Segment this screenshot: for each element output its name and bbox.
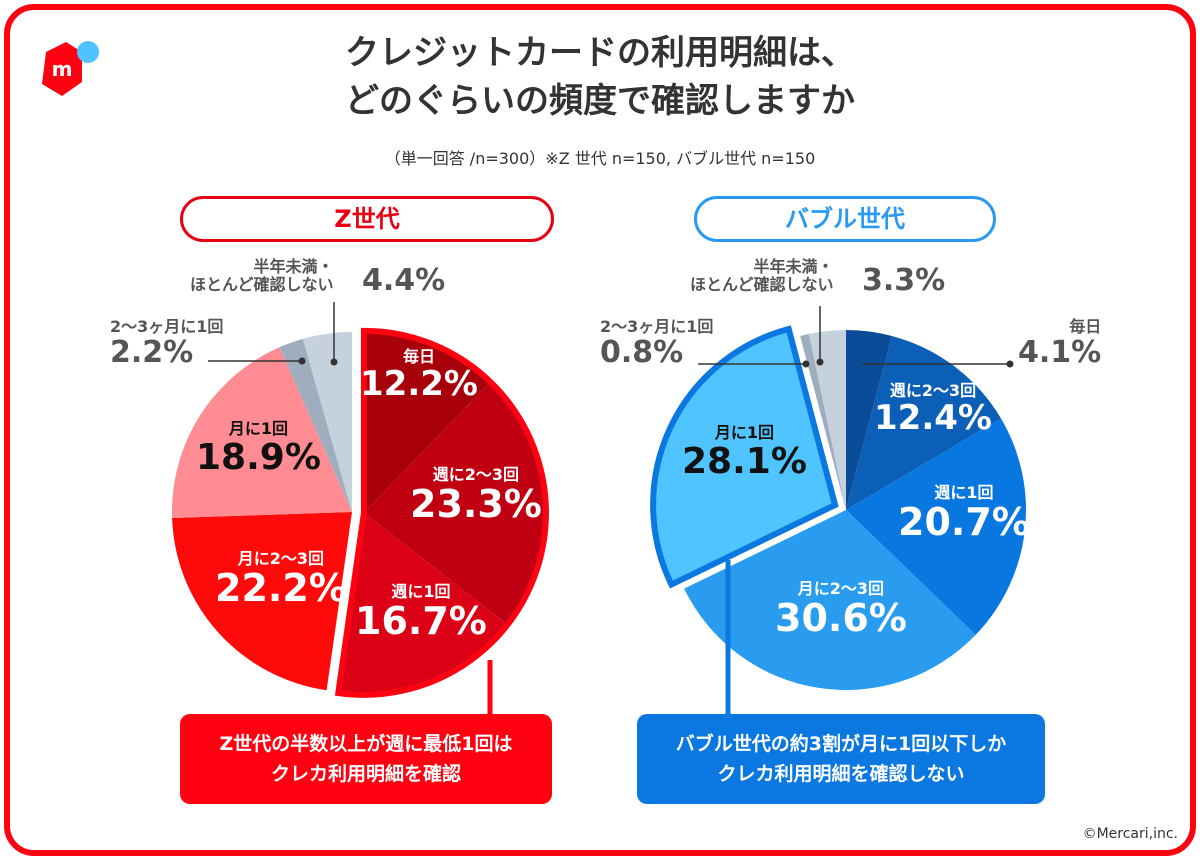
z-label-week1: 週に1回 16.7% [355, 582, 487, 643]
bubble-callout-line-2: クレカ利用明細を確認しない [717, 763, 965, 785]
z-label-2-3months: 2〜3ヶ月に1回 2.2% [110, 317, 224, 370]
bubble-slice-1 [846, 335, 1001, 510]
z-leader-rarely-dot [330, 358, 338, 366]
b-label-rarely: 半年未満・ ほとんど確認しない [690, 257, 834, 294]
z-highlight-group [334, 327, 549, 698]
z-gen-header: Z世代 [180, 196, 554, 242]
z-label-month23: 月に2〜3回 22.2% [215, 549, 347, 610]
z-slice-6 [302, 332, 352, 512]
bubble-gen-header: バブル世代 [694, 196, 996, 242]
bubble-callout-line-1: バブル世代の約3割が月に1回以下しか [675, 733, 1007, 755]
b-label-month23: 月に2〜3回 30.6% [775, 579, 907, 640]
z-slice-4 [171, 347, 352, 518]
z-slice-2 [338, 512, 506, 693]
b-leader-rarely-dot [816, 358, 824, 366]
z-label-daily: 毎日 12.2% [360, 347, 478, 404]
b-label-week1: 週に1回 20.7% [898, 483, 1030, 544]
z-label-week23: 週に2〜3回 23.3% [410, 465, 542, 526]
z-leader-2-3months-dot [298, 357, 306, 365]
z-slice-5 [279, 338, 352, 512]
z-slice-1 [363, 383, 544, 624]
bubble-slice-4 [655, 330, 836, 584]
subtitle: （単一回答 /n=300）※Z 世代 n=150, バブル世代 n=150 [384, 149, 816, 168]
z-value-rarely: 4.4% [362, 263, 446, 298]
svg-text:m: m [52, 57, 73, 81]
z-callout-line-1: Z世代の半数以上が週に最低1回は [219, 733, 513, 755]
b-label-daily: 毎日 4.1% [1018, 317, 1102, 370]
mercari-logo: m [42, 41, 99, 96]
z-highlight-outline [334, 327, 549, 698]
title-line-2: どのぐらいの頻度で確認しますか [345, 81, 855, 121]
copyright: ©Mercari,inc. [1082, 826, 1178, 842]
bubble-callout: バブル世代の約3割が月に1回以下しか クレカ利用明細を確認しない [637, 714, 1045, 804]
b-label-month1: 月に1回 28.1% [682, 423, 807, 482]
bubble-slice-6 [808, 330, 846, 510]
z-pie [171, 327, 549, 698]
b-label-2-3months: 2〜3ヶ月に1回 0.8% [600, 317, 714, 370]
bubble-highlight-outline [650, 325, 839, 589]
z-slice-0 [363, 332, 489, 513]
b-label-week23: 週に2〜3回 12.4% [874, 381, 992, 438]
z-slice-3 [172, 512, 352, 691]
z-callout: Z世代の半数以上が週に最低1回は クレカ利用明細を確認 [180, 714, 552, 804]
bubble-highlight-group [650, 325, 839, 589]
bubble-slice-5 [800, 333, 846, 510]
bubble-slice-2 [846, 418, 1026, 635]
z-callout-line-2: クレカ利用明細を確認 [270, 763, 461, 785]
bubble-pie [650, 325, 1026, 690]
z-label-month1: 月に1回 18.9% [196, 419, 321, 478]
bubble-slice-3 [684, 510, 976, 690]
title-line-1: クレジットカードの利用明細は、 [345, 33, 855, 73]
b-value-rarely: 3.3% [862, 263, 946, 298]
bubble-slice-0 [846, 330, 892, 510]
b-leader-2-3months-dot [802, 360, 810, 368]
b-leader-daily-dot [1006, 360, 1014, 368]
z-label-rarely: 半年未満・ ほとんど確認しない [190, 257, 334, 294]
